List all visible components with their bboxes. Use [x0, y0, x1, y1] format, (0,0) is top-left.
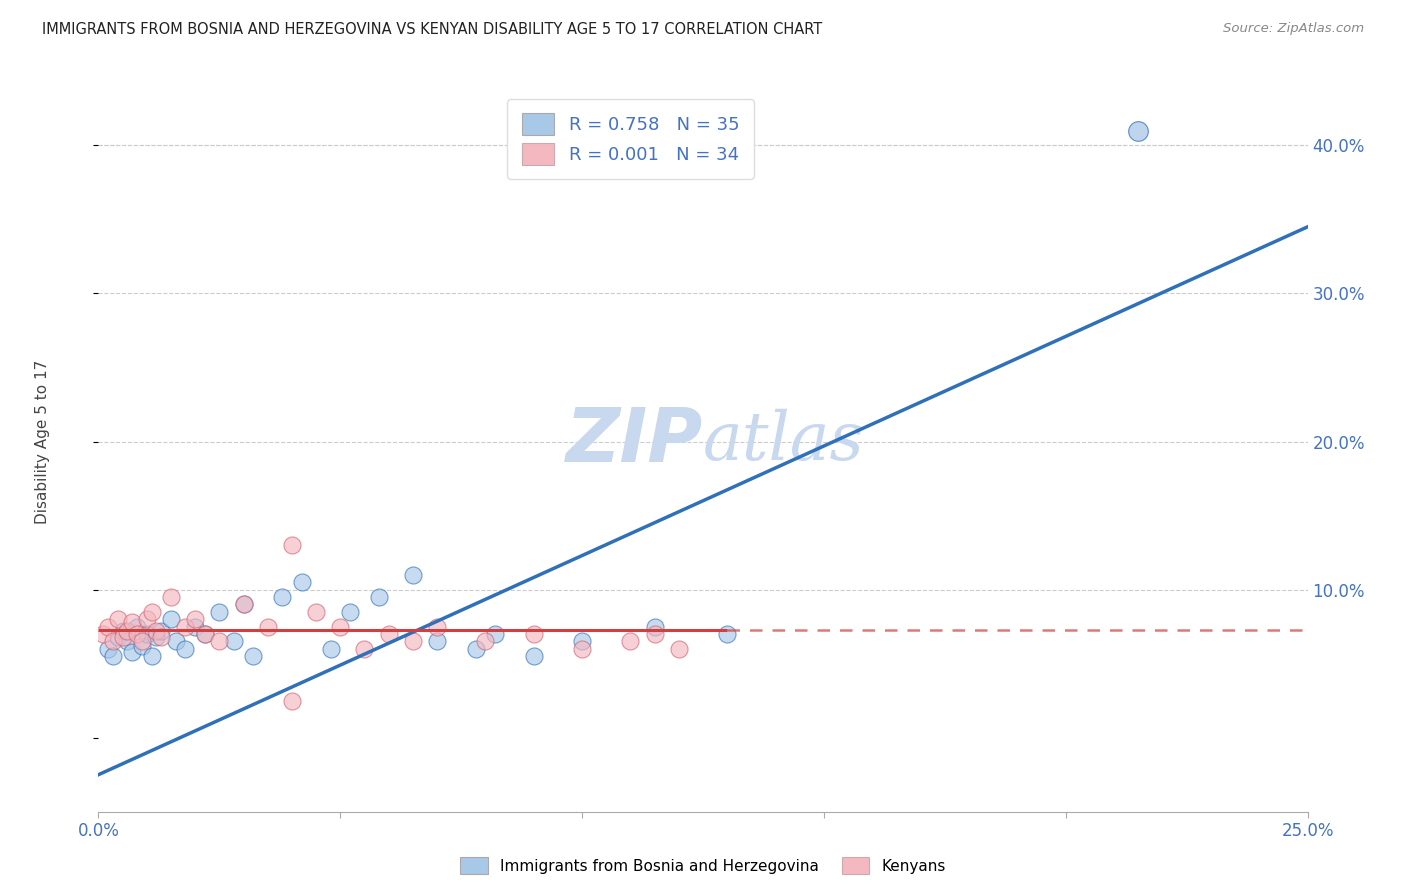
Point — [117, 634, 139, 648]
Point — [222, 634, 245, 648]
Point — [377, 627, 399, 641]
Point — [107, 612, 129, 626]
Point — [484, 627, 506, 641]
Point — [121, 615, 143, 630]
Point — [174, 641, 197, 656]
Point — [97, 619, 120, 633]
Point — [174, 619, 197, 633]
Point — [353, 641, 375, 656]
Point — [339, 605, 361, 619]
Point — [135, 627, 157, 641]
Legend: Immigrants from Bosnia and Herzegovina, Kenyans: Immigrants from Bosnia and Herzegovina, … — [454, 851, 952, 880]
Point — [184, 619, 207, 633]
Point — [101, 634, 124, 648]
Point — [184, 612, 207, 626]
Point — [464, 641, 486, 656]
Point — [329, 619, 352, 633]
Point — [474, 634, 496, 648]
Point — [145, 630, 167, 644]
Point — [644, 627, 666, 641]
Point — [232, 598, 254, 612]
Point — [165, 634, 187, 648]
Point — [111, 624, 134, 638]
Point — [107, 630, 129, 644]
Point — [571, 634, 593, 648]
Point — [571, 641, 593, 656]
Point — [232, 598, 254, 612]
Point — [426, 619, 449, 633]
Point — [150, 624, 173, 638]
Point — [127, 619, 149, 633]
Text: atlas: atlas — [703, 409, 865, 475]
Point — [716, 627, 738, 641]
Point — [319, 641, 342, 656]
Point — [1128, 123, 1150, 137]
Point — [160, 612, 183, 626]
Point — [141, 649, 163, 664]
Point — [426, 634, 449, 648]
Point — [305, 605, 328, 619]
Point — [97, 641, 120, 656]
Point — [135, 612, 157, 626]
Point — [194, 627, 217, 641]
Point — [644, 619, 666, 633]
Text: ZIP: ZIP — [565, 405, 703, 478]
Point — [160, 590, 183, 604]
Point — [402, 634, 425, 648]
Point — [402, 567, 425, 582]
Point — [242, 649, 264, 664]
Point — [368, 590, 391, 604]
Point — [290, 575, 312, 590]
Point — [121, 645, 143, 659]
Legend: R = 0.758   N = 35, R = 0.001   N = 34: R = 0.758 N = 35, R = 0.001 N = 34 — [508, 99, 754, 179]
Point — [256, 619, 278, 633]
Point — [127, 627, 149, 641]
Point — [145, 624, 167, 638]
Text: IMMIGRANTS FROM BOSNIA AND HERZEGOVINA VS KENYAN DISABILITY AGE 5 TO 17 CORRELAT: IMMIGRANTS FROM BOSNIA AND HERZEGOVINA V… — [42, 22, 823, 37]
Point — [523, 627, 546, 641]
Point — [208, 634, 231, 648]
Point — [111, 630, 134, 644]
Point — [101, 649, 124, 664]
Point — [281, 694, 304, 708]
Point — [117, 624, 139, 638]
Point — [91, 627, 114, 641]
Point — [668, 641, 690, 656]
Point — [141, 605, 163, 619]
Point — [194, 627, 217, 641]
Point — [619, 634, 641, 648]
Point — [523, 649, 546, 664]
Point — [281, 538, 304, 552]
Y-axis label: Disability Age 5 to 17: Disability Age 5 to 17 — [35, 359, 51, 524]
Point — [131, 634, 153, 648]
Text: Source: ZipAtlas.com: Source: ZipAtlas.com — [1223, 22, 1364, 36]
Point — [150, 630, 173, 644]
Point — [131, 639, 153, 653]
Point — [208, 605, 231, 619]
Point — [271, 590, 294, 604]
